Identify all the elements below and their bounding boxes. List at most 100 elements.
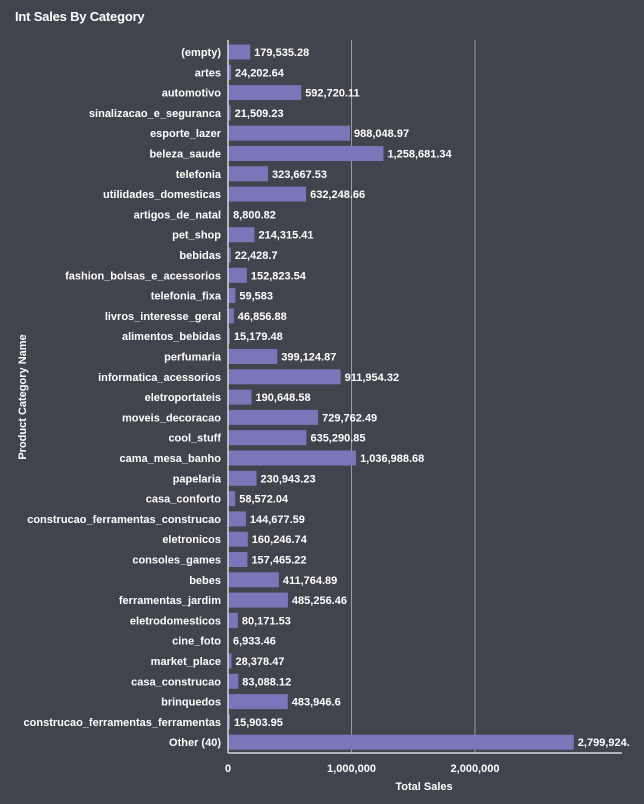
- category-label-34: Other (40): [169, 737, 221, 749]
- category-label-26: bebes: [189, 575, 221, 587]
- y-axis-title: Product Category Name: [17, 334, 29, 459]
- category-label-13: livros_interesse_geral: [105, 311, 221, 323]
- bar-21: [228, 470, 257, 486]
- value-label-24: 160,246.74: [252, 534, 308, 546]
- value-label-4: 988,048.97: [354, 128, 409, 140]
- category-label-27: ferramentas_jardim: [119, 595, 221, 607]
- category-label-8: artigos_de_natal: [134, 209, 221, 221]
- value-label-3: 21,509.23: [235, 108, 284, 120]
- category-labels: (empty) artes automotivo sinalizacao_e_segu…: [24, 47, 222, 749]
- bar-32: [228, 694, 288, 710]
- value-label-8: 8,800.82: [233, 209, 276, 221]
- bar-16: [228, 369, 341, 385]
- value-label-1: 24,202.64: [235, 67, 285, 79]
- category-label-5: beleza_saude: [149, 149, 221, 161]
- bar-18: [228, 409, 319, 425]
- value-label-25: 157,465.22: [251, 555, 306, 567]
- value-label-33: 15,903.95: [234, 717, 283, 729]
- category-label-28: eletrodomesticos: [130, 615, 221, 627]
- value-label-10: 22,428.7: [235, 250, 278, 262]
- category-label-30: market_place: [151, 656, 221, 668]
- value-label-19: 635,290.85: [310, 433, 365, 445]
- axes: 0 1,000,000 2,000,000 Total Sales Product Ca…: [17, 40, 622, 793]
- bar-27: [228, 592, 288, 608]
- value-label-32: 483,946.6: [292, 697, 341, 709]
- bar-17: [228, 389, 252, 405]
- category-label-2: automotivo: [162, 88, 222, 100]
- bar-15: [228, 349, 278, 364]
- category-label-21: papelaria: [173, 473, 222, 485]
- bar-5: [228, 146, 384, 161]
- bar-0: [228, 44, 251, 60]
- bar-12: [228, 288, 236, 304]
- bar-7: [228, 186, 307, 202]
- bar-22: [228, 491, 236, 507]
- category-label-17: eletroportateis: [145, 392, 221, 404]
- bar-30: [228, 653, 232, 669]
- value-label-9: 214,315.41: [258, 230, 313, 242]
- value-label-0: 179,535.28: [254, 47, 309, 59]
- bar-31: [228, 673, 239, 689]
- value-label-30: 28,378.47: [236, 656, 285, 668]
- value-label-22: 58,572.04: [239, 494, 289, 506]
- bar-25: [228, 552, 248, 567]
- bar-14: [228, 328, 230, 344]
- category-label-9: pet_shop: [172, 230, 221, 242]
- value-label-13: 46,856.88: [238, 311, 287, 323]
- value-label-14: 15,179.48: [234, 331, 283, 343]
- category-label-6: telefonia: [176, 169, 222, 181]
- bar-24: [228, 531, 248, 547]
- category-label-19: cool_stuff: [168, 433, 221, 445]
- value-label-28: 80,171.53: [242, 615, 291, 627]
- category-label-10: bebidas: [179, 250, 221, 262]
- bar-23: [228, 511, 246, 527]
- value-label-11: 152,823.54: [251, 270, 307, 282]
- category-label-14: alimentos_bebidas: [122, 331, 221, 343]
- value-label-12: 59,583: [239, 291, 273, 303]
- bar-6: [228, 166, 268, 182]
- bar-13: [228, 308, 234, 324]
- category-label-33: construcao_ferramentas_ferramentas: [24, 717, 221, 729]
- value-label-5: 1,258,681.34: [387, 149, 452, 161]
- category-label-16: informatica_acessorios: [98, 372, 221, 384]
- value-label-34: 2,799,924.: [578, 737, 630, 749]
- bar-28: [228, 612, 238, 628]
- bar-33: [228, 714, 230, 730]
- bar-10: [228, 247, 231, 263]
- category-label-7: utilidades_domesticas: [103, 189, 221, 201]
- bar-2: [228, 85, 302, 101]
- value-label-27: 485,256.46: [292, 595, 347, 607]
- category-label-22: casa_conforto: [146, 494, 221, 506]
- category-label-3: sinalizacao_e_seguranca: [89, 108, 222, 120]
- value-label-31: 83,088.12: [242, 676, 291, 688]
- category-label-11: fashion_bolsas_e_acessorios: [65, 270, 221, 282]
- chart-title: Int Sales By Category: [15, 9, 145, 24]
- category-label-1: artes: [195, 67, 221, 79]
- bar-26: [228, 572, 279, 588]
- category-label-31: casa_construcao: [131, 676, 221, 688]
- category-label-12: telefonia_fixa: [151, 291, 222, 303]
- value-label-2: 592,720.11: [305, 88, 359, 100]
- value-label-21: 230,943.23: [261, 473, 316, 485]
- value-label-29: 6,933.46: [233, 636, 276, 648]
- bar-1: [228, 64, 231, 80]
- data-labels: 179,535.28 24,202.64 592,720.11 21,509.23 98…: [233, 47, 630, 749]
- x-axis-title: Total Sales: [395, 781, 452, 793]
- value-label-6: 323,667.53: [272, 169, 327, 181]
- category-label-24: eletronicos: [162, 534, 221, 546]
- bar-3: [228, 105, 231, 121]
- value-label-15: 399,124.87: [281, 352, 336, 364]
- category-label-15: perfumaria: [164, 352, 222, 364]
- bars: [228, 44, 574, 750]
- category-label-20: cama_mesa_banho: [120, 453, 222, 465]
- bar-4: [228, 125, 351, 141]
- category-label-25: consoles_games: [132, 555, 221, 567]
- category-label-32: brinquedos: [161, 697, 221, 709]
- category-label-4: esporte_lazer: [150, 128, 222, 140]
- category-label-0: (empty): [181, 47, 221, 59]
- value-label-26: 411,764.89: [283, 575, 337, 587]
- category-label-29: cine_foto: [172, 636, 221, 648]
- x-tick-label-1: 1,000,000: [327, 763, 376, 775]
- value-label-18: 729,762.49: [322, 412, 377, 424]
